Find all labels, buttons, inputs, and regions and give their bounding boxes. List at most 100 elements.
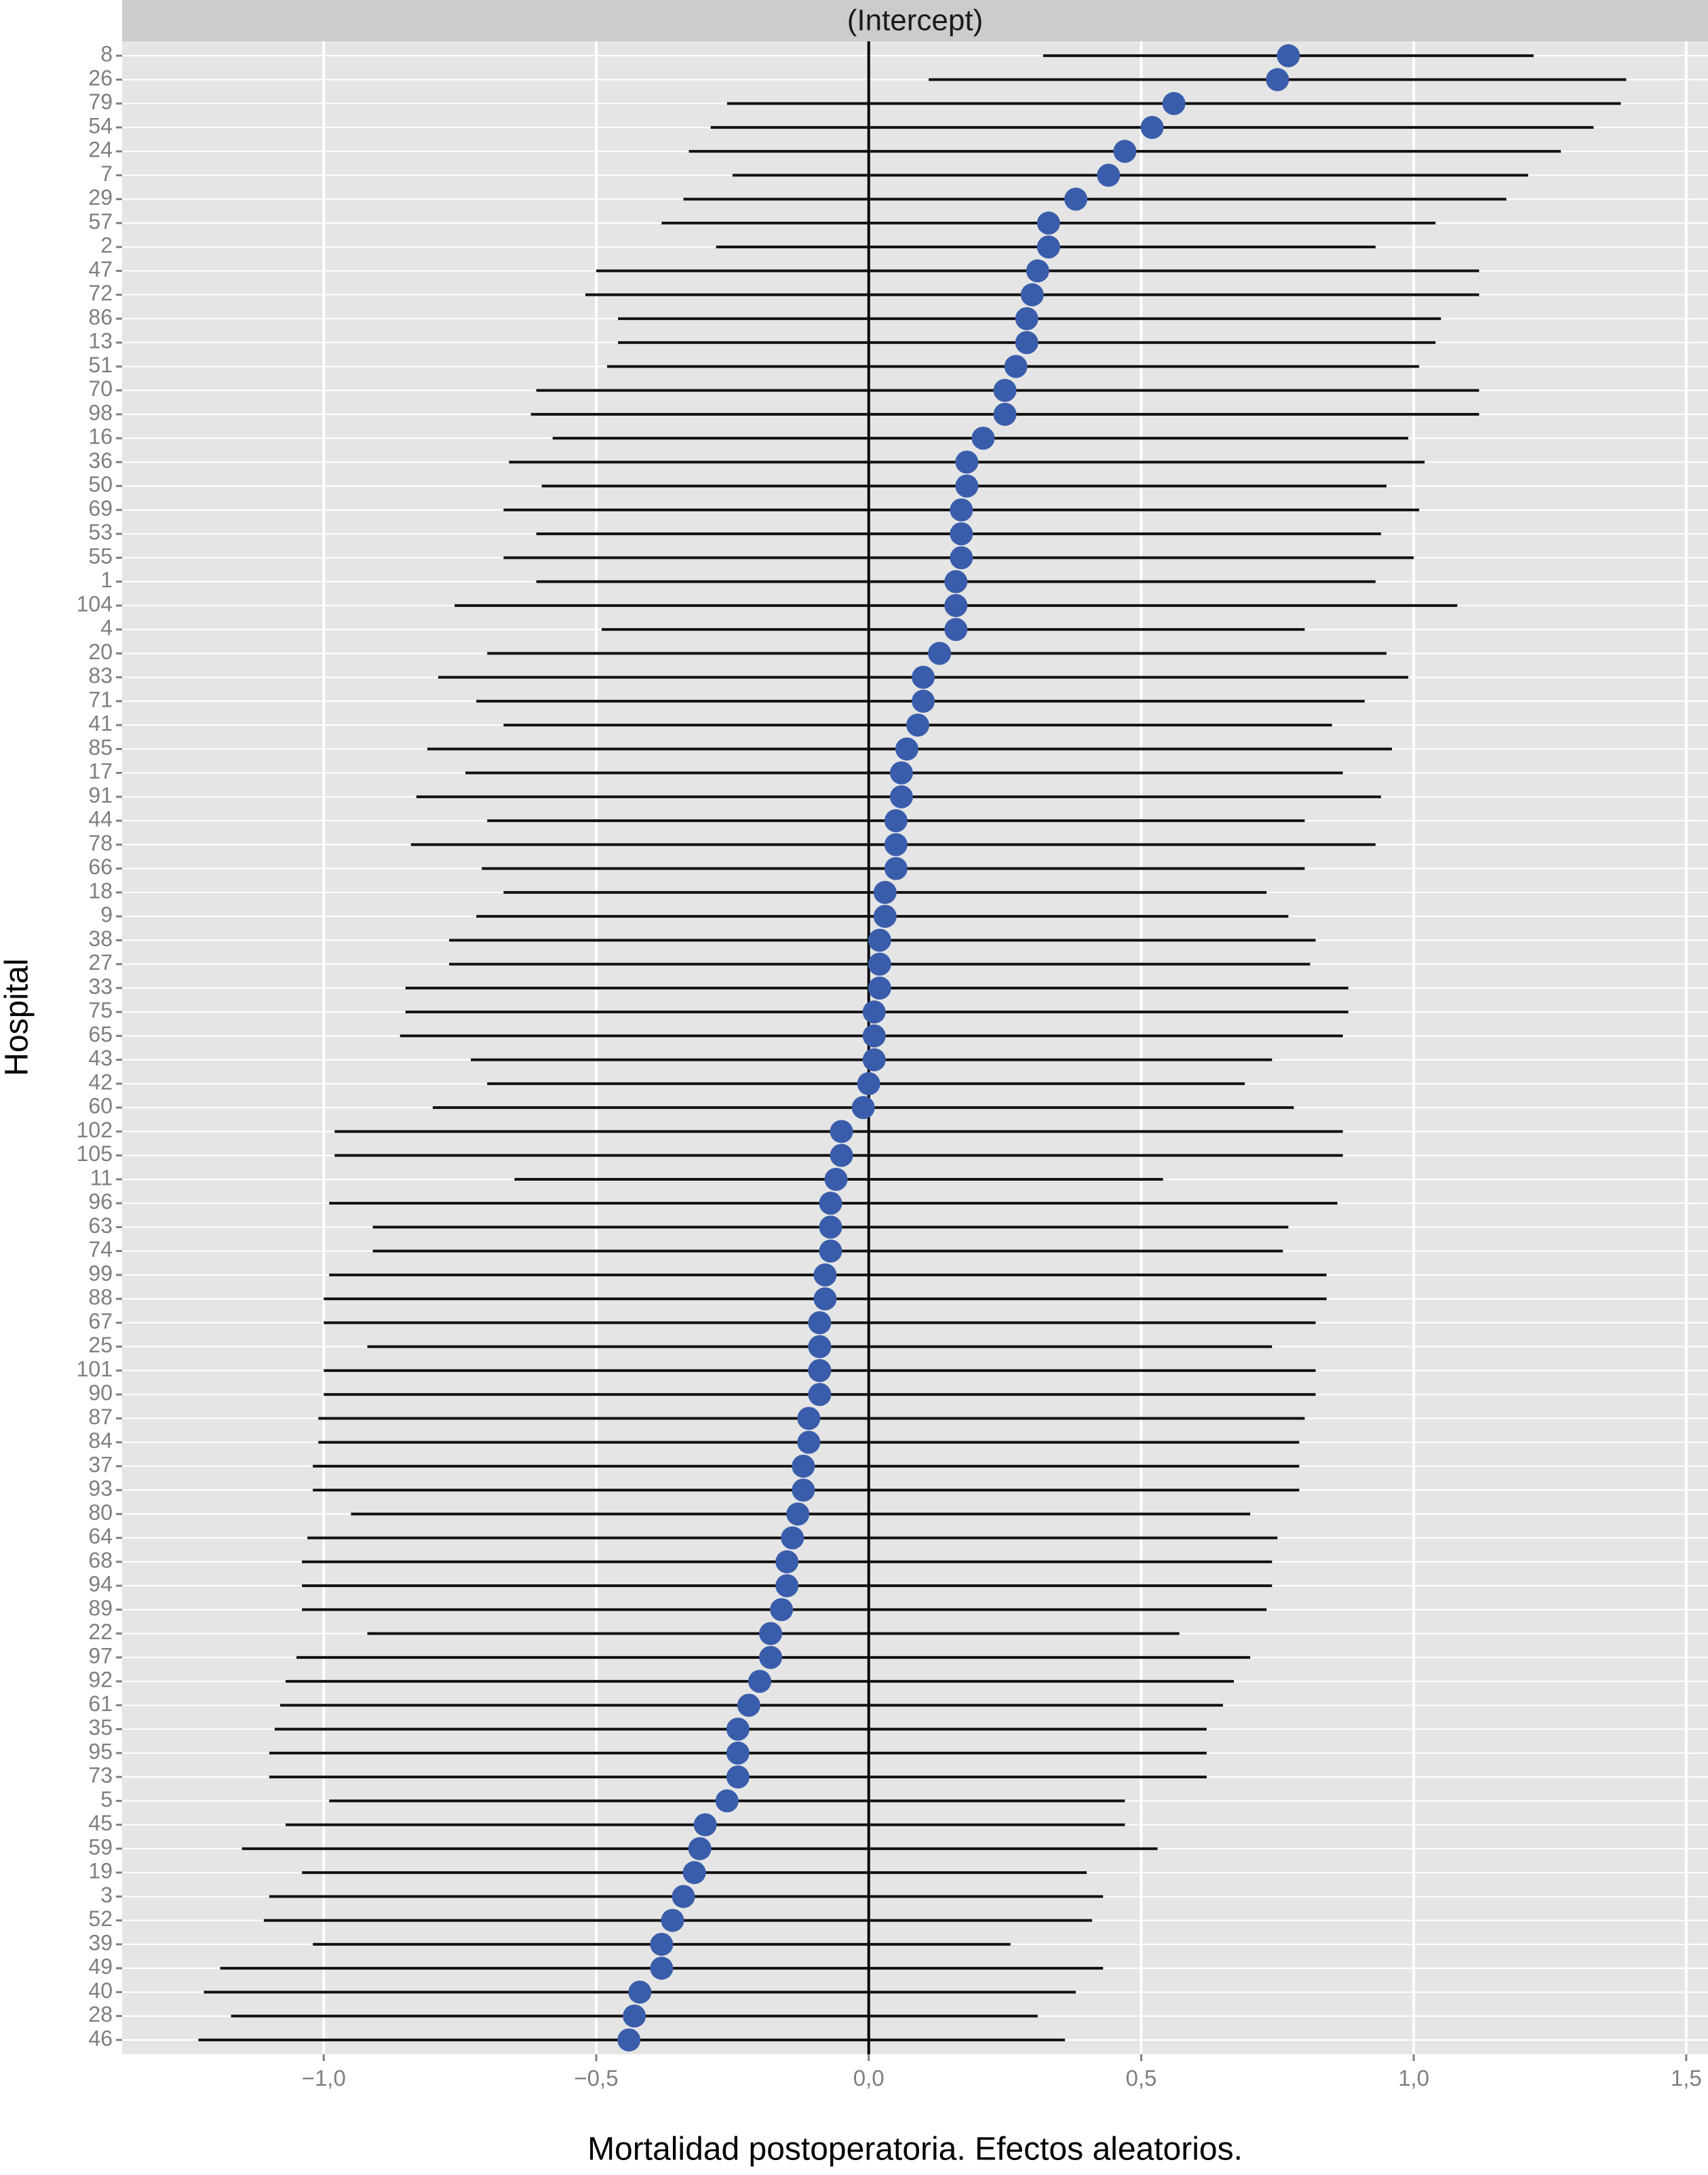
point (726, 1741, 750, 1765)
y-tick-label: 93 (88, 1476, 113, 1501)
point (786, 1502, 810, 1526)
y-tick-label: 36 (88, 448, 113, 473)
y-tick-label: 101 (77, 1356, 113, 1381)
x-tick-label: −1,0 (302, 2066, 346, 2091)
point (884, 857, 908, 880)
y-tick-label: 1 (100, 568, 113, 592)
y-tick-label: 92 (88, 1668, 113, 1692)
point (884, 809, 908, 833)
point (1036, 211, 1060, 235)
y-tick-label: 78 (88, 831, 113, 855)
point (737, 1693, 760, 1717)
strip-title: (Intercept) (847, 4, 984, 37)
y-tick-label: 4 (100, 616, 113, 640)
point (693, 1813, 717, 1837)
y-tick-label: 20 (88, 640, 113, 664)
x-tick-label: 0,0 (853, 2066, 885, 2091)
y-tick-label: 57 (88, 209, 113, 233)
y-tick-label: 52 (88, 1906, 113, 1931)
y-tick-label: 5 (100, 1787, 113, 1811)
point (944, 618, 968, 642)
point (868, 952, 891, 976)
y-tick-label: 61 (88, 1691, 113, 1716)
point (993, 378, 1017, 402)
y-tick-label: 24 (88, 138, 113, 162)
y-tick-label: 89 (88, 1596, 113, 1620)
y-tick-label: 70 (88, 376, 113, 401)
point (650, 1932, 674, 1956)
y-tick-label: 8 (100, 42, 113, 66)
y-tick-label: 72 (88, 281, 113, 305)
y-tick-label: 84 (88, 1428, 113, 1453)
y-tick-label: 37 (88, 1452, 113, 1476)
y-tick-label: 68 (88, 1548, 113, 1572)
point (895, 737, 918, 761)
point (813, 1287, 837, 1311)
point (889, 785, 913, 808)
point (661, 1908, 684, 1932)
y-tick-label: 40 (88, 1978, 113, 2003)
y-axis-title: Hospital (0, 958, 35, 1076)
y-tick-label: 9 (100, 903, 113, 927)
point (851, 1096, 875, 1120)
y-tick-label: 3 (100, 1883, 113, 1907)
y-tick-label: 74 (88, 1237, 113, 1261)
point (1004, 355, 1028, 378)
y-tick-label: 71 (88, 687, 113, 711)
point (1026, 259, 1049, 283)
point (971, 427, 995, 450)
strip-background (122, 0, 1708, 41)
y-tick-label: 17 (88, 759, 113, 783)
point (726, 1717, 750, 1741)
point (748, 1670, 772, 1693)
y-tick-label: 98 (88, 400, 113, 425)
point (819, 1192, 842, 1215)
y-tick-label: 7 (100, 161, 113, 186)
point (792, 1454, 815, 1478)
point (1064, 187, 1088, 211)
point (955, 474, 979, 498)
point (1097, 163, 1121, 187)
point (830, 1120, 853, 1143)
point (824, 1167, 848, 1191)
y-tick-label: 86 (88, 305, 113, 329)
point (889, 761, 913, 785)
y-tick-label: 16 (88, 425, 113, 449)
point (781, 1526, 804, 1550)
point (944, 570, 968, 593)
point (955, 450, 979, 474)
y-tick-label: 80 (88, 1500, 113, 1525)
y-tick-label: 85 (88, 735, 113, 760)
y-tick-label: 25 (88, 1333, 113, 1357)
point (813, 1263, 837, 1287)
y-tick-label: 87 (88, 1405, 113, 1429)
y-tick-label: 46 (88, 2026, 113, 2050)
point (1162, 92, 1186, 115)
point (912, 665, 935, 689)
y-tick-label: 28 (88, 2002, 113, 2026)
point (1277, 44, 1300, 68)
point (1036, 235, 1060, 259)
point (759, 1645, 783, 1669)
y-tick-label: 19 (88, 1859, 113, 1883)
point (1140, 115, 1164, 139)
point (792, 1478, 815, 1502)
point (1113, 140, 1137, 163)
y-tick-label: 95 (88, 1739, 113, 1763)
y-tick-label: 18 (88, 878, 113, 903)
point (1015, 331, 1039, 355)
y-tick-label: 29 (88, 185, 113, 210)
y-tick-label: 66 (88, 855, 113, 879)
y-tick-label: 60 (88, 1094, 113, 1118)
panel-background (122, 41, 1708, 2054)
x-tick-label: −0,5 (574, 2066, 618, 2091)
point (726, 1765, 750, 1789)
y-tick-label: 50 (88, 472, 113, 496)
point (650, 1957, 674, 1980)
point (862, 1000, 886, 1024)
y-tick-label: 42 (88, 1070, 113, 1094)
point (808, 1383, 832, 1407)
y-tick-label: 51 (88, 353, 113, 377)
